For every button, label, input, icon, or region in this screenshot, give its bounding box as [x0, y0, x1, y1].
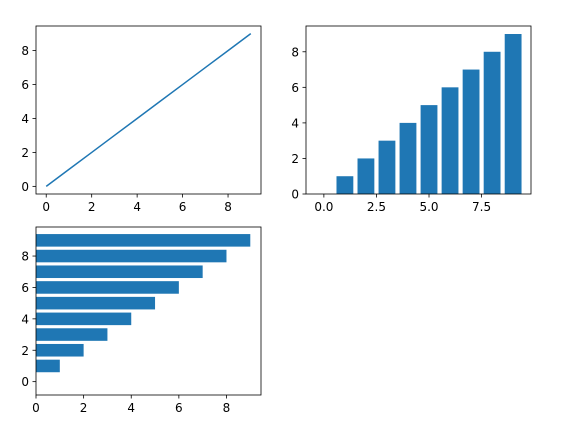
chart-2-xtick-label-1: 2	[80, 401, 88, 415]
chart-1-bar-4	[399, 122, 417, 194]
chart-1-bar-9	[504, 34, 522, 194]
chart-0-ytick-label-0: 0	[21, 180, 29, 194]
chart-2-bar-7	[36, 265, 203, 279]
chart-2-xtick-label-4: 8	[223, 401, 231, 415]
chart-2-bar-1	[36, 359, 60, 373]
chart-2-ytick-label-2: 4	[21, 312, 29, 326]
horizontal-bar-chart-panel: 0 2 4 6 8 0 2 4 6 8	[21, 226, 262, 415]
chart-0-ytick-label-3: 6	[21, 78, 29, 92]
chart-2-bar-3	[36, 328, 108, 341]
chart-0-axes-frame	[35, 25, 262, 195]
chart-2-ytick-label-1: 2	[21, 344, 29, 358]
chart-2-xtick-label-2: 4	[127, 401, 135, 415]
chart-1-bar-1	[336, 176, 354, 194]
chart-2-xtick-label-0: 0	[32, 401, 40, 415]
bar-chart-panel: 0.0 2.5 5.0 7.5 0 2 4 6 8	[291, 25, 532, 214]
chart-1-axes-frame	[305, 25, 532, 195]
chart-1-bar-2	[357, 158, 375, 194]
chart-2-axes-frame	[35, 226, 262, 396]
chart-1-bar-6	[441, 87, 459, 194]
chart-0-xtick-label-2: 4	[133, 200, 141, 214]
chart-1-bar-8	[483, 51, 501, 195]
chart-1-ytick-label-1: 2	[291, 152, 299, 166]
chart-2-ytick-label-4: 8	[21, 250, 29, 264]
chart-1-xtick-label-2: 5.0	[419, 200, 438, 214]
chart-1-ytick-label-0: 0	[291, 188, 299, 202]
chart-0-xtick-label-0: 0	[42, 200, 50, 214]
chart-2-bar-4	[36, 312, 132, 326]
chart-1-xtick-label-0: 0.0	[314, 200, 333, 214]
chart-0-ytick-label-2: 4	[21, 112, 29, 126]
chart-2-bar-9	[36, 234, 251, 247]
chart-2-ytick-label-0: 0	[21, 375, 29, 389]
chart-2-bar-6	[36, 281, 179, 294]
chart-1-bar-7	[462, 69, 480, 194]
chart-2-ytick-label-3: 6	[21, 281, 29, 295]
chart-0-ytick-label-4: 8	[21, 44, 29, 58]
chart-0-series-line	[45, 33, 252, 187]
chart-1-ytick-label-2: 4	[291, 116, 299, 130]
chart-2-bar-2	[36, 343, 84, 357]
chart-2-bar-5	[36, 296, 156, 310]
line-chart-panel: 0 2 4 6 8 0 2 4 6 8	[21, 25, 262, 214]
chart-1-ytick-label-4: 8	[291, 45, 299, 59]
chart-0-xtick-label-1: 2	[88, 200, 96, 214]
chart-1-bar-3	[378, 140, 396, 194]
chart-2-xtick-label-3: 6	[175, 401, 183, 415]
chart-1-bar-5	[420, 105, 438, 194]
chart-0-xtick-label-3: 6	[179, 200, 187, 214]
chart-0-ytick-label-1: 2	[21, 146, 29, 160]
chart-1-xtick-label-3: 7.5	[472, 200, 491, 214]
chart-2-bar-8	[36, 249, 227, 263]
chart-1-ytick-label-3: 6	[291, 81, 299, 95]
chart-0-xtick-label-4: 8	[224, 200, 232, 214]
chart-1-xtick-label-1: 2.5	[367, 200, 386, 214]
